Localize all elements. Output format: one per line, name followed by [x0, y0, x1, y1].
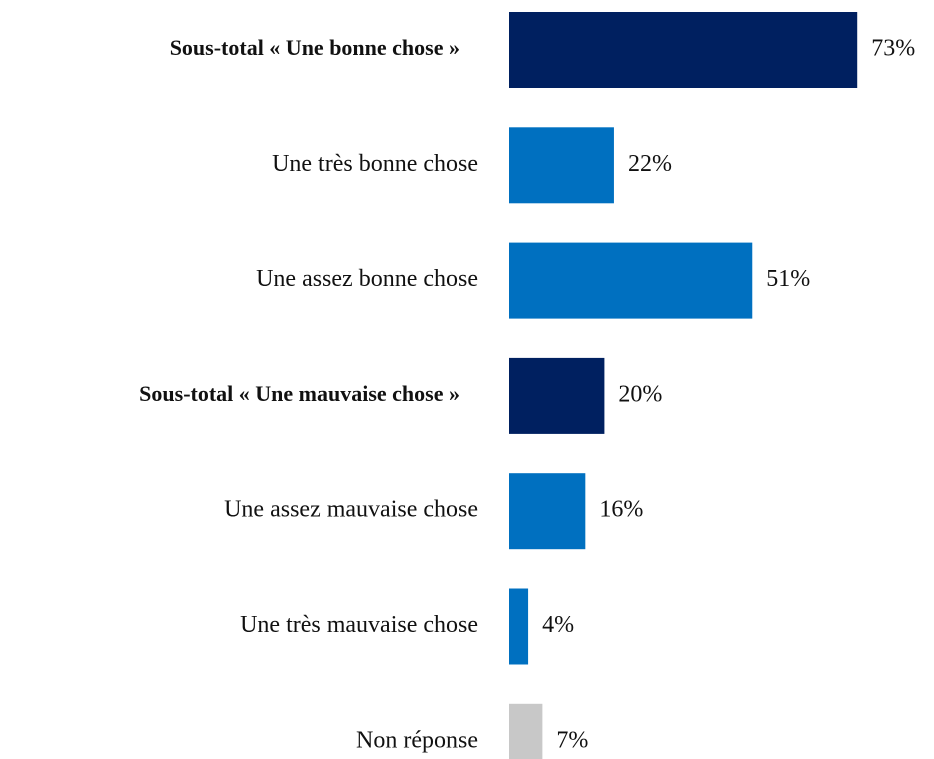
bar — [509, 588, 529, 665]
value-label: 7% — [556, 727, 588, 753]
bar — [509, 357, 605, 434]
bar — [509, 703, 543, 759]
category-label: Une très bonne chose — [272, 151, 478, 177]
category-label: Sous-total « Une bonne chose » — [170, 35, 460, 60]
value-label: 73% — [871, 36, 915, 62]
category-label: Une assez bonne chose — [256, 266, 478, 292]
category-label: Non réponse — [356, 727, 478, 753]
bar — [509, 473, 586, 550]
category-label: Une assez mauvaise chose — [224, 497, 478, 523]
category-label: Sous-total « Une mauvaise chose » — [139, 381, 460, 406]
value-label: 51% — [766, 266, 810, 292]
bar — [509, 242, 753, 319]
bar — [509, 12, 858, 88]
value-label: 16% — [599, 497, 643, 523]
value-label: 4% — [542, 612, 574, 638]
value-label: 22% — [628, 151, 672, 177]
value-label: 20% — [618, 381, 662, 407]
category-label: Une très mauvaise chose — [240, 612, 478, 638]
bar — [509, 127, 614, 204]
